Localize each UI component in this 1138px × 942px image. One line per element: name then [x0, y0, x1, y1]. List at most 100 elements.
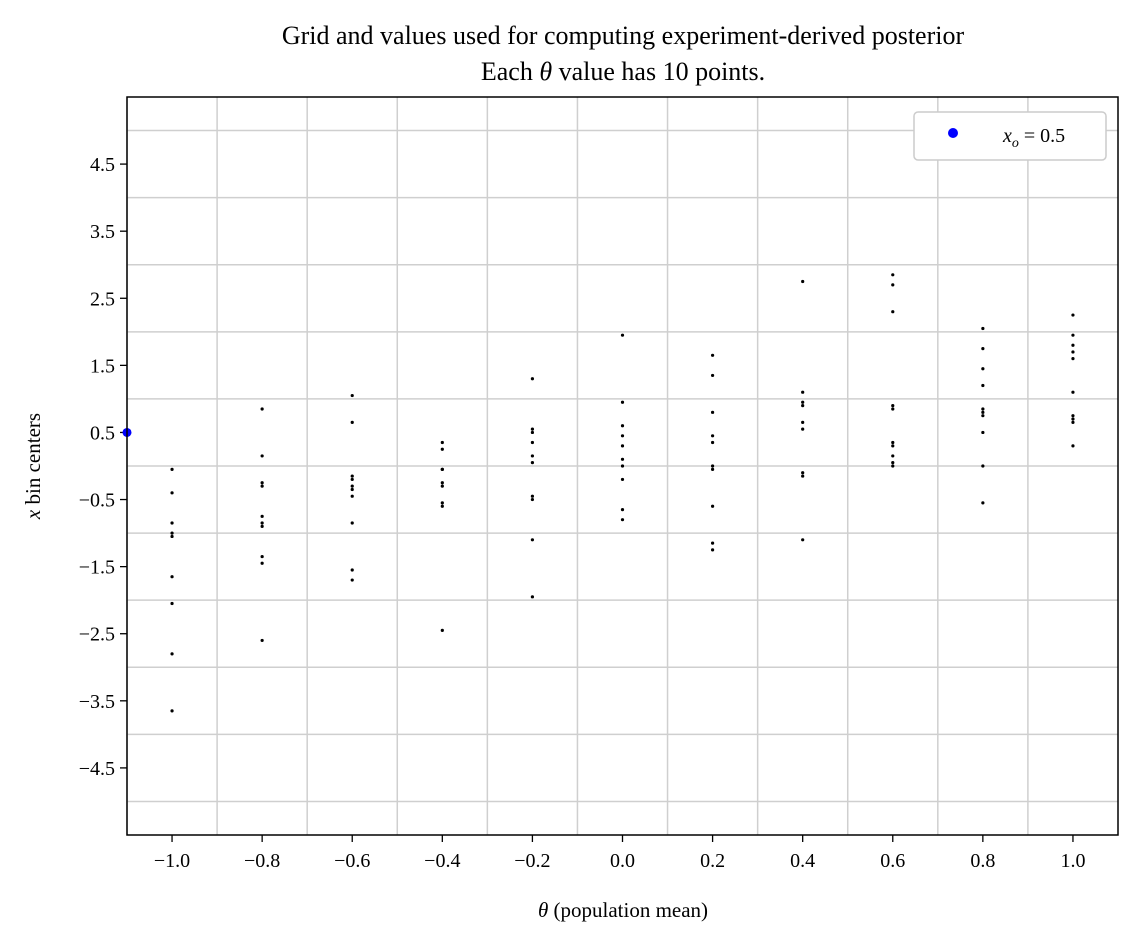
data-point — [1071, 357, 1075, 361]
legend-marker — [948, 128, 958, 138]
data-point — [260, 481, 264, 485]
data-point — [801, 471, 805, 475]
chart-title-line2: Each θ value has 10 points. — [481, 57, 765, 86]
x-tick-label: −1.0 — [154, 850, 190, 872]
x-tick-label: 1.0 — [1060, 850, 1085, 872]
data-point — [891, 440, 895, 445]
data-point — [260, 561, 264, 565]
data-point — [891, 273, 895, 277]
data-point — [801, 538, 805, 542]
data-point — [170, 467, 174, 471]
x-tick-label: 0.6 — [880, 850, 905, 872]
legend-box — [913, 111, 1107, 161]
y-tick-label: 2.5 — [90, 288, 115, 310]
data-point — [981, 346, 985, 351]
data-point — [620, 434, 625, 438]
data-point — [981, 326, 985, 331]
data-point — [260, 484, 264, 488]
data-point — [350, 474, 354, 478]
data-point — [350, 393, 354, 398]
y-tick-label: 3.5 — [90, 221, 115, 243]
data-point — [620, 457, 625, 461]
x-tick-label: −0.8 — [244, 850, 280, 872]
data-point — [530, 427, 535, 431]
data-point — [801, 404, 805, 408]
data-point — [170, 491, 174, 495]
y-tick-label: 0.5 — [90, 422, 115, 444]
y-tick-label: 1.5 — [90, 355, 115, 377]
data-point — [530, 538, 535, 542]
y-tick-label: −1.5 — [79, 557, 115, 579]
data-point — [440, 504, 444, 508]
data-point — [981, 410, 985, 414]
grid-lines — [126, 97, 1118, 835]
x-tick-label: 0.0 — [610, 850, 635, 872]
x-axis-label: θ (population mean) — [538, 898, 708, 922]
y-tick-label: −4.5 — [79, 758, 115, 780]
data-point — [260, 407, 264, 411]
data-point — [981, 430, 985, 435]
data-point — [350, 494, 354, 498]
data-point — [710, 467, 715, 471]
data-point — [440, 628, 444, 632]
data-point — [260, 638, 264, 643]
x-tick-label: 0.8 — [970, 850, 995, 872]
data-point — [530, 494, 535, 498]
y-axis-label: x bin centers — [21, 413, 45, 520]
data-point — [350, 568, 354, 572]
data-point — [260, 521, 264, 525]
data-point — [530, 497, 535, 502]
data-point — [1071, 313, 1075, 317]
data-point — [350, 521, 354, 525]
data-point — [1071, 417, 1075, 421]
data-point — [710, 548, 715, 552]
data-point — [620, 400, 625, 404]
data-point — [891, 444, 895, 448]
data-point — [440, 467, 444, 471]
data-point — [350, 484, 354, 488]
data-point — [981, 464, 985, 468]
data-point — [1071, 343, 1075, 347]
data-point — [891, 404, 895, 408]
data-point — [710, 410, 715, 414]
data-point — [620, 477, 625, 482]
data-point — [170, 709, 174, 713]
data-point — [350, 487, 354, 492]
x-tick-label: 0.2 — [700, 850, 725, 872]
y-tick-label: −3.5 — [79, 691, 115, 713]
data-point — [350, 420, 354, 424]
data-point — [440, 440, 444, 445]
data-point — [170, 531, 174, 535]
axis-ticks: −1.0 −0.8 −0.6 −0.4 −0.2 0.0 0.2 0.4 0.6 0.8 1.0 −4… — [79, 154, 1086, 872]
data-point — [440, 501, 444, 505]
data-point — [530, 461, 535, 465]
data-point — [1071, 333, 1075, 337]
data-point — [170, 652, 174, 656]
data-point — [530, 440, 535, 445]
y-tick-label: −2.5 — [79, 624, 115, 646]
data-point — [801, 400, 805, 404]
data-point — [260, 454, 264, 458]
data-point — [350, 477, 354, 482]
data-point — [170, 521, 174, 525]
data-point — [891, 454, 895, 458]
data-point — [891, 461, 895, 465]
data-point — [260, 554, 264, 559]
x-tick-label: −0.6 — [334, 850, 370, 872]
data-point — [981, 407, 985, 411]
x-tick-label: 0.4 — [790, 850, 815, 872]
data-point — [891, 407, 895, 411]
data-point — [801, 427, 805, 431]
data-point — [981, 414, 985, 418]
data-point — [710, 434, 715, 438]
data-point — [891, 310, 895, 314]
data-point — [620, 333, 625, 337]
data-point — [530, 595, 535, 599]
data-point — [620, 464, 625, 468]
legend: xo = 0.5 — [913, 111, 1107, 161]
data-point — [710, 440, 715, 445]
data-point — [530, 430, 535, 435]
data-point — [710, 504, 715, 508]
data-point — [981, 367, 985, 371]
data-point — [620, 444, 625, 448]
